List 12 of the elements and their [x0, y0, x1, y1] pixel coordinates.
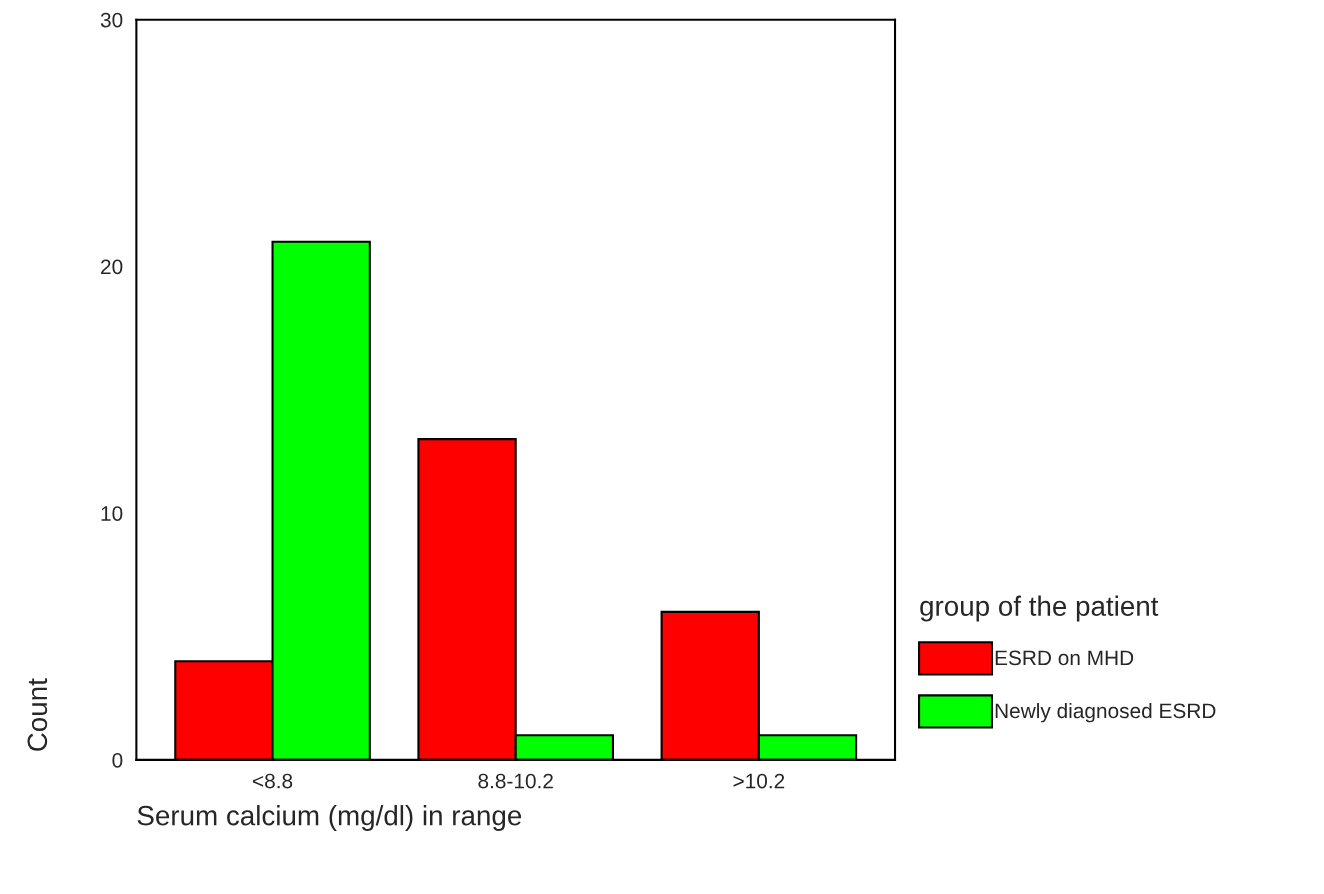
y-tick-label: 0 — [112, 752, 123, 768]
y-axis-title: Count — [27, 678, 48, 751]
x-tick-label: 8.8-10.2 — [478, 773, 553, 789]
x-tick-label: <8.8 — [253, 773, 293, 789]
legend-label: Newly diagnosed ESRD — [995, 702, 1216, 723]
legend-label: ESRD on MHD — [995, 650, 1134, 666]
y-tick-label: 20 — [101, 259, 123, 275]
y-tick-label: 30 — [100, 12, 123, 28]
x-axis-title: Serum calcium (mg/dl) in range — [137, 805, 522, 831]
y-tick-label: 10 — [101, 506, 123, 521]
legend-title: group of the patient — [920, 595, 1159, 622]
x-tick-label: >10.2 — [733, 773, 785, 789]
